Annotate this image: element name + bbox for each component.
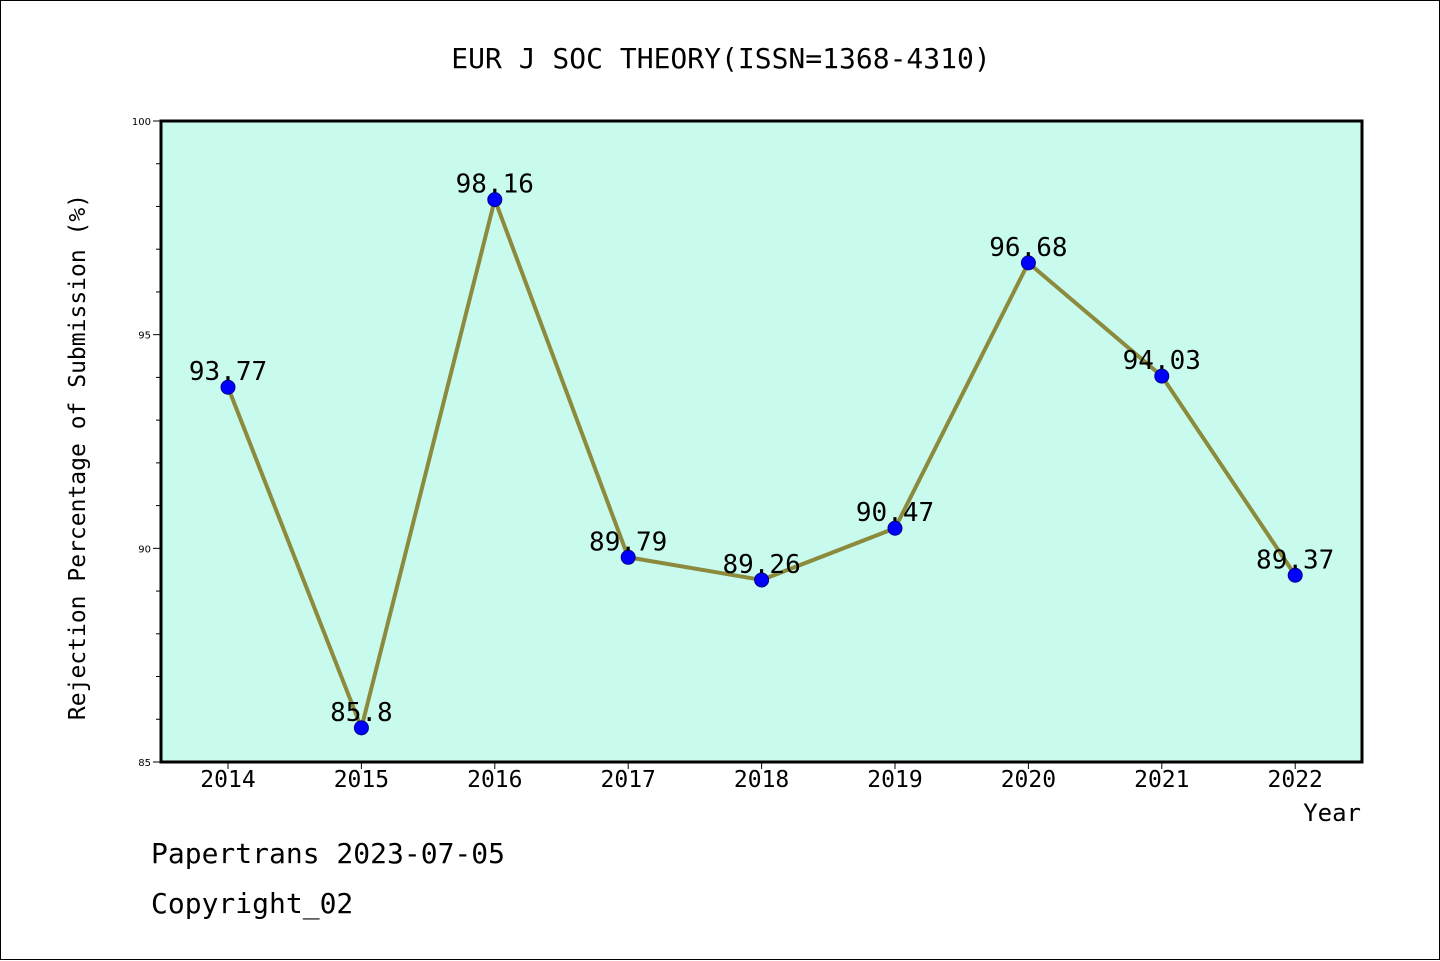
data-point-2016 bbox=[487, 192, 503, 208]
data-label-2017: 89.79 bbox=[589, 527, 667, 557]
y-axis: 85 90 95 100 bbox=[132, 117, 161, 769]
data-point-2022 bbox=[1287, 567, 1303, 583]
data-label-2022: 89.37 bbox=[1256, 545, 1334, 575]
x-tick-label: 2018 bbox=[734, 767, 789, 793]
data-label-2016: 98.16 bbox=[456, 170, 534, 200]
x-axis: 2014 2015 2016 2017 2018 2019 2020 2021 2022 bbox=[200, 762, 1323, 793]
footer-date: Papertrans 2023-07-05 bbox=[151, 837, 506, 870]
y-tick-label: 85 bbox=[138, 758, 151, 769]
data-labels: 93.77 85.8 98.16 89.79 89.26 90.47 96.68 94.03 8… bbox=[189, 170, 1334, 728]
x-axis-label: Year bbox=[1303, 799, 1361, 827]
data-markers bbox=[220, 192, 1303, 736]
y-tick-label: 100 bbox=[132, 117, 151, 128]
data-label-2014: 93.77 bbox=[189, 357, 267, 387]
x-tick-label: 2014 bbox=[200, 767, 255, 793]
y-tick-label: 90 bbox=[138, 544, 151, 555]
data-label-2015: 85.8 bbox=[330, 698, 393, 728]
x-tick-label: 2020 bbox=[1001, 767, 1056, 793]
y-tick-label: 95 bbox=[138, 331, 151, 342]
data-point-2021 bbox=[1154, 368, 1170, 384]
footer-copyright: Copyright_02 bbox=[151, 887, 354, 920]
data-point-2019 bbox=[887, 520, 903, 536]
plot-area bbox=[159, 119, 1364, 764]
data-label-2020: 96.68 bbox=[989, 233, 1067, 263]
y-axis-label: Rejection Percentage of Submission (%) bbox=[65, 194, 91, 720]
data-point-2020 bbox=[1020, 255, 1036, 271]
x-tick-label: 2015 bbox=[334, 767, 389, 793]
data-point-2014 bbox=[220, 379, 236, 395]
data-label-2019: 90.47 bbox=[856, 498, 934, 528]
data-point-2017 bbox=[620, 549, 636, 565]
x-tick-label: 2016 bbox=[467, 767, 522, 793]
x-tick-label: 2019 bbox=[867, 767, 922, 793]
x-tick-label: 2022 bbox=[1268, 767, 1323, 793]
chart-title: EUR J SOC THEORY(ISSN=1368-4310) bbox=[451, 42, 990, 75]
data-point-2018 bbox=[754, 572, 770, 588]
x-tick-label: 2017 bbox=[601, 767, 656, 793]
data-point-2015 bbox=[353, 720, 369, 736]
data-label-2018: 89.26 bbox=[722, 550, 800, 580]
data-label-2021: 94.03 bbox=[1123, 346, 1201, 376]
x-tick-label: 2021 bbox=[1134, 767, 1189, 793]
